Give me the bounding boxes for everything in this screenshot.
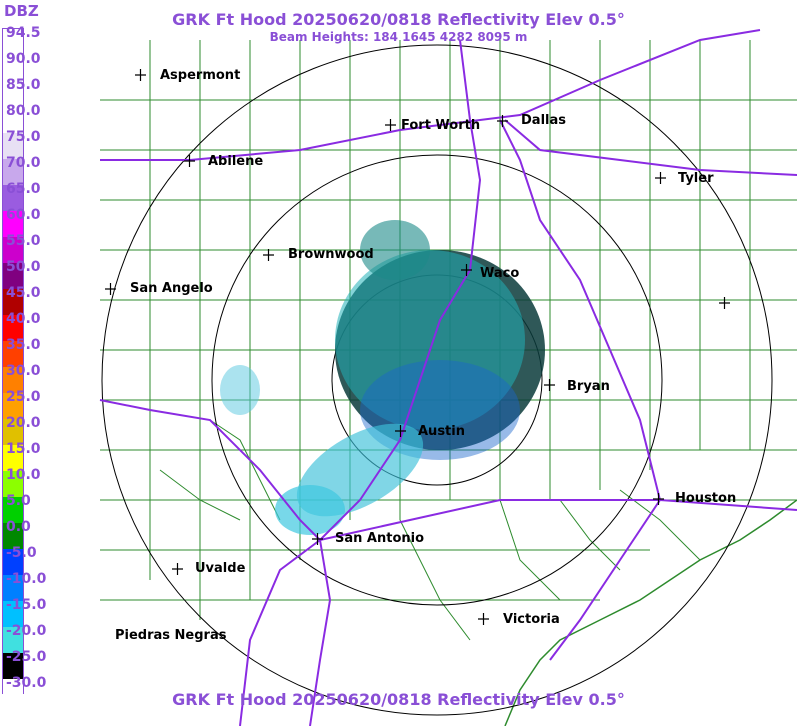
legend-tick-label: 90.0	[6, 51, 41, 67]
legend-swatch	[3, 133, 23, 159]
city-label-san-antonio: San Antonio	[335, 531, 425, 546]
city-label-houston: Houston	[675, 491, 737, 506]
city-label-aspermont: Aspermont	[160, 68, 241, 83]
legend-swatch	[3, 471, 23, 497]
legend-swatch	[3, 601, 23, 627]
legend-tick-label: 75.0	[6, 129, 41, 145]
legend-swatch	[3, 315, 23, 341]
city-label-abilene: Abilene	[208, 154, 264, 169]
city-label-dallas: Dallas	[521, 113, 566, 128]
legend-swatch	[3, 575, 23, 601]
reflectivity-legend: DBZ 94.5 90.0 85.0 80.0 75.0 70.0 65.0 60.0 55.0…	[0, 0, 46, 726]
city-label-fort-worth: Fort Worth	[401, 118, 481, 133]
legend-swatch	[3, 341, 23, 367]
legend-tick-label: 0.0	[6, 519, 31, 535]
legend-swatch	[3, 237, 23, 263]
legend-tick-label: -10.0	[6, 571, 47, 587]
legend-swatch	[3, 107, 23, 133]
legend-tick-label: 70.0	[6, 155, 41, 171]
legend-swatch	[3, 523, 23, 549]
legend-swatch	[3, 653, 23, 679]
legend-swatch	[3, 367, 23, 393]
legend-color-scale	[2, 28, 24, 705]
legend-tick-label: -30.0	[6, 675, 47, 691]
legend-swatch	[3, 497, 23, 523]
city-label-austin: Austin	[418, 424, 465, 439]
map-title: GRK Ft Hood 20250620/0818 Reflectivity E…	[172, 10, 625, 29]
reflectivity-echoes	[220, 220, 545, 535]
legend-swatch	[3, 627, 23, 653]
legend-swatch	[3, 289, 23, 315]
legend-tick-label: 30.0	[6, 363, 41, 379]
legend-swatch	[3, 393, 23, 419]
city-label-brownwood: Brownwood	[288, 247, 374, 262]
legend-swatch	[3, 159, 23, 185]
legend-tick-label: 80.0	[6, 103, 41, 119]
legend-tick-label: 65.0	[6, 181, 41, 197]
legend-tick-label: 40.0	[6, 311, 41, 327]
legend-tick-label: 15.0	[6, 441, 41, 457]
legend-tick-label: 35.0	[6, 337, 41, 353]
legend-tick-label: 50.0	[6, 259, 41, 275]
legend-tick-label: -5.0	[6, 545, 37, 561]
legend-tick-label: -15.0	[6, 597, 47, 613]
city-label-bryan: Bryan	[567, 379, 610, 394]
legend-swatch	[3, 263, 23, 289]
beam-heights: Beam Heights: 184 1645 4282 8095 m	[269, 30, 528, 44]
legend-tick-label: 10.0	[6, 467, 41, 483]
legend-unit: DBZ	[4, 2, 39, 20]
city-markers	[105, 69, 730, 625]
legend-tick-label: -25.0	[6, 649, 47, 665]
legend-tick-label: 5.0	[6, 493, 31, 509]
footer-title: GRK Ft Hood 20250620/0818 Reflectivity E…	[172, 690, 625, 709]
legend-tick-label: -20.0	[6, 623, 47, 639]
city-label-tyler: Tyler	[678, 171, 714, 186]
legend-swatch	[3, 29, 23, 55]
legend-tick-label: 94.5	[6, 25, 41, 41]
legend-swatch	[3, 549, 23, 575]
legend-tick-label: 55.0	[6, 233, 41, 249]
legend-swatch	[3, 55, 23, 81]
legend-tick-label: 45.0	[6, 285, 41, 301]
legend-tick-label: 85.0	[6, 77, 41, 93]
legend-swatch	[3, 445, 23, 471]
legend-swatch	[3, 679, 23, 705]
legend-swatch	[3, 419, 23, 445]
highways	[99, 29, 797, 726]
city-label-piedras-negras: Piedras Negras	[115, 628, 227, 643]
legend-tick-label: 60.0	[6, 207, 41, 223]
legend-swatch	[3, 185, 23, 211]
city-label-san-angelo: San Angelo	[130, 281, 213, 296]
legend-swatch	[3, 211, 23, 237]
legend-tick-label: 25.0	[6, 389, 41, 405]
city-label-waco: Waco	[480, 266, 520, 281]
coastline	[504, 499, 797, 726]
legend-swatch	[3, 81, 23, 107]
city-label-victoria: Victoria	[503, 612, 560, 627]
city-label-uvalde: Uvalde	[195, 561, 246, 576]
legend-tick-label: 20.0	[6, 415, 41, 431]
